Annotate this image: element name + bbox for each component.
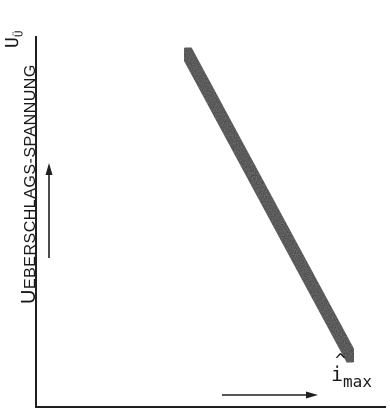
series-band [178,44,360,366]
y-symbol-main: U [2,37,23,48]
y-label-rest: EBERSCHLAGS-SPANNUNG [22,64,39,290]
x-axis-symbol: ^ imax [331,351,372,392]
x-symbol-main: i [331,362,344,386]
y-arrow-head [45,163,53,175]
y-label-initial: U [18,289,40,304]
x-symbol-subscript: max [343,372,372,391]
x-symbol-hat: ^ [335,350,346,371]
y-axis-label: UEBERSCHLAGS-SPANNUNG [18,64,41,304]
y-symbol-subscript: Ü [12,30,26,38]
y-axis-symbol: UÜ [2,31,26,48]
x-arrow-head [306,391,318,399]
